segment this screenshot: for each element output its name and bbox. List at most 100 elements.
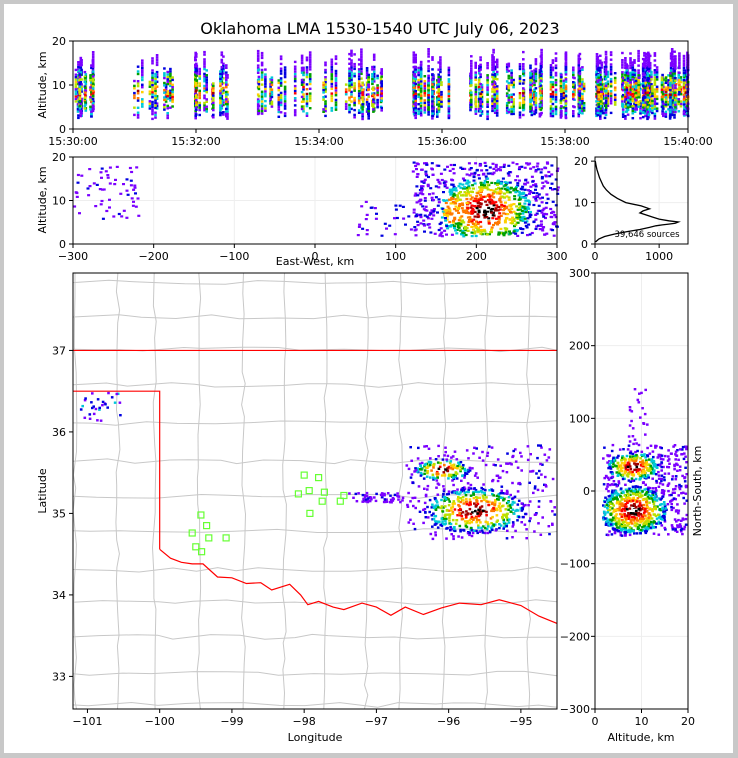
plan-view-source — [439, 523, 442, 526]
time-height-source — [686, 85, 689, 88]
time-height-source — [564, 66, 568, 69]
time-height-source — [205, 83, 208, 87]
plan-view-source — [488, 500, 491, 503]
ew-altitude-source — [440, 178, 444, 182]
time-height-source — [639, 104, 642, 108]
time-height-source — [486, 112, 489, 116]
time-height-source — [350, 81, 353, 84]
ew-altitude-source — [545, 232, 549, 235]
time-height-source — [597, 91, 600, 94]
time-height-source — [534, 67, 538, 71]
plan-view-source — [491, 508, 494, 511]
plan-view-source — [454, 522, 458, 525]
plan-view-source — [516, 509, 520, 512]
time-height-source — [604, 101, 608, 104]
time-height-source — [572, 114, 575, 118]
time-height-source — [219, 70, 222, 73]
time-height-source — [613, 88, 617, 92]
time-height-source — [74, 90, 78, 93]
time-height-source — [302, 105, 305, 108]
ew-altitude-source — [454, 199, 458, 202]
ew-altitude-source — [462, 235, 466, 238]
time-height-source — [495, 92, 499, 95]
time-height-source — [540, 104, 543, 107]
plan-view-source — [432, 466, 435, 469]
time-height-source — [624, 117, 627, 120]
time-height-source — [324, 78, 327, 81]
time-height-source — [264, 92, 267, 95]
time-height-source — [646, 115, 649, 118]
time-height-source — [533, 69, 536, 72]
time-height-source — [360, 67, 363, 71]
time-height-source — [330, 58, 334, 61]
ew-altitude-source — [480, 229, 483, 232]
plan-view-source — [458, 492, 461, 496]
time-height-source — [74, 95, 78, 98]
time-height-source — [529, 71, 532, 75]
time-height-source — [305, 97, 309, 101]
ew-altitude-source — [444, 180, 448, 183]
time-height-source — [91, 73, 95, 76]
ew-altitude-source — [448, 220, 452, 224]
time-height-source — [596, 101, 600, 105]
plan-view-source — [435, 501, 439, 504]
time-height-source — [669, 76, 672, 80]
time-height-source — [581, 97, 584, 100]
ew-altitude-source — [521, 219, 525, 222]
time-height-source — [308, 99, 312, 103]
time-height-source — [264, 109, 267, 112]
time-height-source — [486, 115, 489, 118]
time-height-source — [477, 78, 481, 81]
time-height-source — [412, 102, 416, 106]
ew-altitude-source — [506, 191, 509, 194]
time-height-source — [633, 108, 637, 111]
plan-view-source — [423, 465, 426, 468]
time-height-source — [629, 59, 632, 62]
ew-altitude-source — [432, 208, 436, 211]
time-height-source — [507, 69, 511, 73]
time-height-source — [686, 100, 689, 103]
time-height-source — [417, 71, 420, 74]
ew-altitude-source — [459, 186, 463, 189]
time-height-source — [491, 73, 494, 76]
time-height-source — [222, 86, 225, 90]
time-height-source — [219, 109, 222, 112]
time-height-source — [470, 84, 473, 87]
oklahoma-state-border — [73, 349, 557, 550]
time-height-source — [643, 73, 646, 77]
plan-view-source — [511, 500, 515, 504]
time-height-source — [439, 61, 442, 64]
ew-altitude-source — [449, 225, 453, 228]
time-height-source — [330, 80, 334, 83]
ew-altitude-source — [445, 223, 448, 226]
time-height-source — [361, 115, 364, 118]
time-height-source — [169, 79, 172, 83]
time-height-source — [549, 85, 553, 89]
time-height-source — [277, 93, 281, 97]
plan-view-source — [540, 446, 543, 449]
time-height-source — [164, 100, 168, 103]
time-height-source — [629, 81, 632, 84]
ew-altitude-source — [417, 214, 421, 217]
time-height-source — [505, 94, 509, 98]
time-height-source — [83, 80, 87, 83]
time-height-source — [155, 104, 159, 108]
time-height-source — [650, 70, 653, 74]
ew-altitude-source — [477, 209, 481, 212]
time-height-source — [427, 113, 430, 116]
ew-altitude-source — [504, 207, 508, 210]
time-height-source — [136, 111, 140, 114]
time-height-source — [283, 68, 287, 72]
time-height-source — [609, 111, 613, 115]
time-height-source — [84, 89, 87, 92]
time-height-source — [357, 68, 361, 71]
ew-altitude-source — [512, 210, 516, 213]
ew-altitude-source — [393, 233, 397, 236]
time-height-source — [491, 109, 494, 113]
time-height-source — [151, 110, 154, 113]
time-height-source — [90, 64, 93, 67]
time-height-source — [495, 65, 499, 69]
time-height-source — [151, 69, 154, 72]
time-height-source — [78, 85, 82, 88]
time-height-source — [572, 83, 575, 86]
